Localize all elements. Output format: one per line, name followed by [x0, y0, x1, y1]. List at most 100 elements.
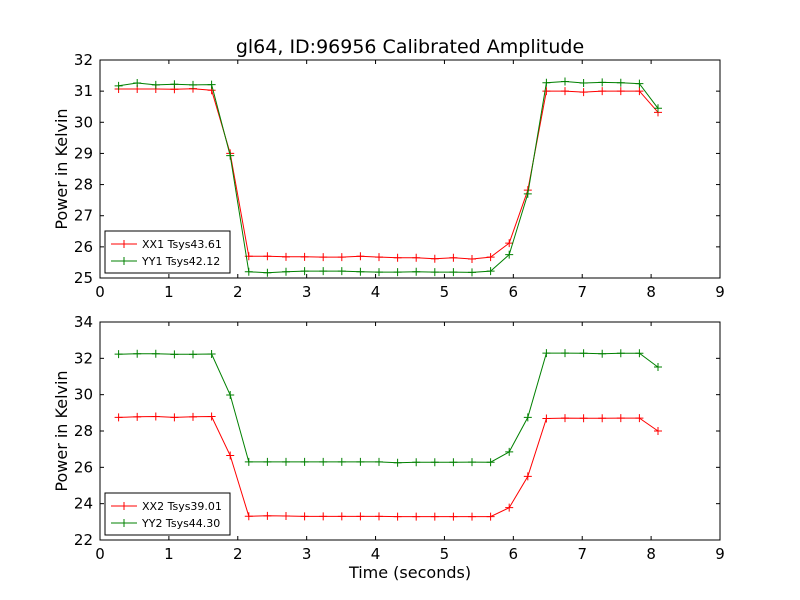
- data-point: [114, 413, 123, 422]
- data-point: [542, 414, 551, 423]
- data-point: [468, 458, 476, 467]
- data-point: [561, 349, 569, 358]
- data-point: [468, 512, 476, 521]
- data-point: [579, 88, 588, 97]
- data-point: [133, 412, 142, 421]
- legend-entry-label: XX2 Tsys39.01: [142, 500, 222, 513]
- data-point: [375, 512, 383, 521]
- data-point: [207, 349, 216, 358]
- data-point: [393, 253, 402, 262]
- data-point: [337, 267, 346, 276]
- legend: XX2 Tsys39.01 YY2 Tsys44.30: [104, 492, 231, 536]
- legend-box: [104, 230, 231, 274]
- data-point: [486, 458, 495, 467]
- data-point: [486, 512, 495, 521]
- data-point: [244, 457, 253, 466]
- data-point: [486, 267, 495, 276]
- data-point: [430, 458, 439, 467]
- data-point: [151, 80, 160, 89]
- data-point: [300, 267, 309, 276]
- data-point: [189, 412, 197, 421]
- data-point: [375, 457, 383, 466]
- data-point: [616, 414, 625, 423]
- data-point: [430, 254, 439, 263]
- x-tick-label: 0: [95, 545, 105, 563]
- data-point: [468, 255, 476, 264]
- data-point: [356, 267, 365, 276]
- data-point: [430, 268, 439, 277]
- x-axis-label: Time (seconds): [348, 563, 471, 582]
- data-point: [207, 412, 216, 421]
- x-tick-label: 9: [715, 283, 725, 301]
- data-point: [282, 512, 290, 521]
- data-point: [207, 80, 216, 89]
- y-tick-label: 32: [74, 349, 93, 367]
- legend-swatch-marker: [120, 519, 128, 527]
- data-point: [375, 268, 383, 277]
- x-tick-label: 4: [371, 283, 381, 301]
- data-point: [170, 350, 179, 359]
- data-point: [523, 189, 532, 198]
- data-point: [486, 253, 495, 262]
- data-point: [133, 349, 142, 358]
- y-tick-label: 27: [74, 207, 93, 225]
- x-tick-label: 2: [233, 283, 243, 301]
- series-xx2: [114, 412, 662, 521]
- data-point: [151, 349, 160, 358]
- x-tick-label: 1: [164, 283, 174, 301]
- y-tick-label: 28: [74, 422, 93, 440]
- data-point: [412, 458, 421, 467]
- data-point: [375, 253, 383, 262]
- chart-title: gl64, ID:96956 Calibrated Amplitude: [236, 36, 584, 58]
- data-point: [598, 87, 607, 96]
- data-point: [635, 87, 644, 96]
- data-point: [337, 457, 346, 466]
- data-point: [319, 512, 328, 521]
- data-point: [170, 413, 179, 422]
- x-tick-label: 6: [509, 545, 519, 563]
- x-tick-label: 7: [577, 283, 587, 301]
- data-point: [468, 268, 476, 277]
- series-yy1: [114, 77, 662, 277]
- y-tick-label: 28: [74, 176, 93, 194]
- data-point: [282, 457, 290, 466]
- y-tick-label: 26: [74, 238, 93, 256]
- y-tick-label: 22: [74, 531, 93, 549]
- data-point: [579, 414, 588, 423]
- data-point: [635, 79, 644, 88]
- data-point: [114, 81, 123, 90]
- panel-top: 0 1 2 3 4 5 6 7 8 9 25 26 27 28 29 30 31 32 Power in Kelvi…: [52, 51, 725, 301]
- data-point: [393, 458, 402, 467]
- legend-swatch-marker: [120, 502, 128, 510]
- data-point: [579, 349, 588, 358]
- data-point: [542, 349, 551, 358]
- data-point: [244, 267, 253, 276]
- data-point: [282, 252, 290, 261]
- data-point: [542, 87, 551, 96]
- data-point: [226, 151, 235, 160]
- data-point: [561, 87, 569, 96]
- data-point: [505, 447, 514, 456]
- data-point: [654, 104, 662, 113]
- legend-entry-label: YY2 Tsys44.30: [141, 517, 220, 530]
- data-point: [356, 457, 365, 466]
- data-point: [561, 414, 569, 423]
- data-point: [300, 512, 309, 521]
- data-point: [170, 80, 179, 89]
- data-point: [505, 250, 514, 259]
- x-tick-label: 7: [577, 545, 587, 563]
- data-point: [412, 512, 421, 521]
- data-point: [654, 427, 662, 435]
- data-point: [635, 349, 644, 358]
- y-tick-label: 30: [74, 386, 93, 404]
- y-tick-label: 24: [74, 495, 93, 513]
- data-point: [114, 350, 123, 359]
- data-point: [579, 79, 588, 88]
- data-point: [244, 512, 253, 521]
- x-tick-label: 3: [302, 283, 312, 301]
- series-yy2: [114, 349, 662, 467]
- data-point: [319, 253, 328, 262]
- data-point: [263, 457, 272, 466]
